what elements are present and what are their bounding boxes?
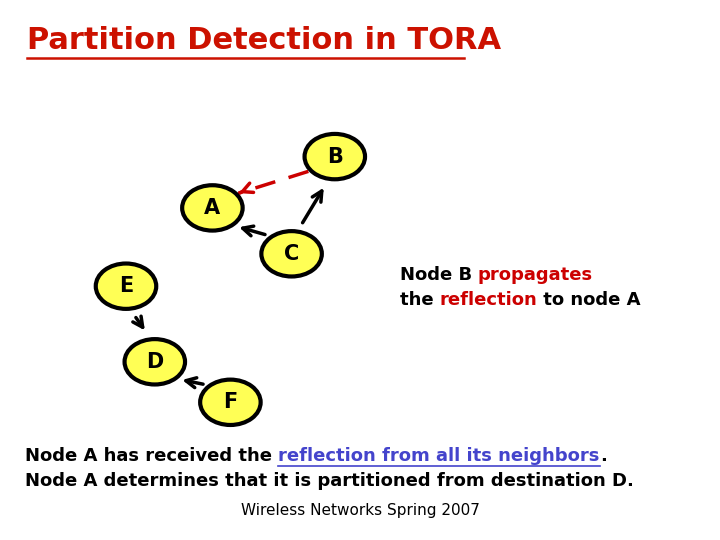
Text: the: the (400, 291, 439, 309)
Text: propagates: propagates (478, 266, 593, 285)
Text: C: C (284, 244, 300, 264)
Text: Wireless Networks Spring 2007: Wireless Networks Spring 2007 (240, 503, 480, 518)
Text: reflection from all its neighbors: reflection from all its neighbors (279, 447, 600, 465)
Text: B: B (327, 146, 343, 167)
Circle shape (96, 264, 156, 309)
Text: Node A determines that it is partitioned from destination D.: Node A determines that it is partitioned… (25, 471, 634, 490)
Text: F: F (223, 392, 238, 413)
Text: Node A has received the: Node A has received the (25, 447, 279, 465)
Circle shape (125, 339, 185, 384)
Circle shape (305, 134, 365, 179)
Text: Partition Detection in TORA: Partition Detection in TORA (27, 26, 502, 55)
Text: to node A: to node A (537, 291, 641, 309)
Text: Node B: Node B (400, 266, 478, 285)
Circle shape (261, 231, 322, 276)
Text: .: . (600, 447, 607, 465)
Text: D: D (146, 352, 163, 372)
Text: E: E (119, 276, 133, 296)
Circle shape (200, 380, 261, 425)
Text: A: A (204, 198, 220, 218)
Circle shape (182, 185, 243, 231)
Text: reflection: reflection (439, 291, 537, 309)
